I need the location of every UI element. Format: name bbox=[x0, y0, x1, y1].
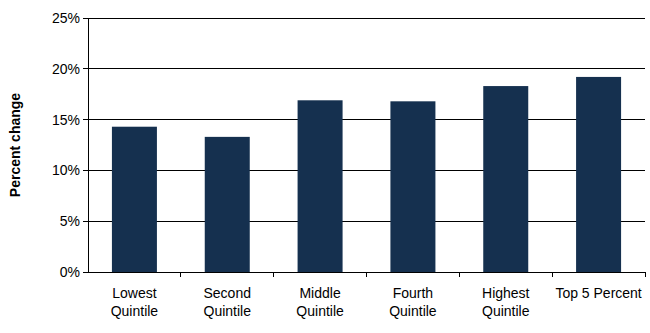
y-tick bbox=[83, 221, 88, 222]
y-tick-label: 10% bbox=[52, 162, 80, 178]
y-tick-label: 0% bbox=[60, 264, 80, 280]
x-tick-label: Lowest Quintile bbox=[111, 285, 159, 319]
y-tick-label: 5% bbox=[60, 213, 80, 229]
y-tick-label: 25% bbox=[52, 10, 80, 26]
x-tick-label: Highest Quintile bbox=[482, 285, 530, 319]
x-tick-label: Middle Quintile bbox=[296, 285, 344, 319]
bar bbox=[576, 77, 621, 272]
label-line: Quintile bbox=[111, 303, 159, 319]
y-tick bbox=[83, 119, 88, 120]
bar bbox=[205, 137, 250, 272]
bar bbox=[390, 101, 435, 272]
x-tick bbox=[459, 272, 460, 277]
y-axis-label: Percent change bbox=[7, 93, 23, 197]
x-tick bbox=[366, 272, 367, 277]
bar bbox=[483, 86, 528, 272]
x-tick-label: Top 5 Percent bbox=[555, 285, 641, 301]
y-tick bbox=[83, 18, 88, 19]
y-axis bbox=[88, 18, 89, 272]
label-line: Second bbox=[204, 285, 251, 301]
x-tick-label: Second Quintile bbox=[204, 285, 252, 319]
label-line: Quintile bbox=[296, 303, 344, 319]
label-line: Middle bbox=[299, 285, 340, 301]
y-tick-label: 20% bbox=[52, 61, 80, 77]
chart: 0% 5% 10% 15% 20% 25% Lowest Quintile Second Quin… bbox=[0, 0, 650, 333]
label-line: Quintile bbox=[482, 303, 530, 319]
x-tick-label: Fourth Quintile bbox=[389, 285, 437, 319]
grid-line bbox=[88, 119, 645, 120]
y-tick bbox=[83, 272, 88, 273]
x-tick bbox=[552, 272, 553, 277]
grid-line bbox=[88, 18, 645, 19]
label-line: Quintile bbox=[204, 303, 252, 319]
label-line: Lowest bbox=[112, 285, 156, 301]
bar bbox=[112, 127, 157, 272]
x-tick bbox=[273, 272, 274, 277]
grid-line bbox=[88, 170, 645, 171]
grid-line bbox=[88, 68, 645, 69]
label-line: Top 5 Percent bbox=[555, 285, 641, 301]
label-line: Quintile bbox=[389, 303, 437, 319]
y-tick bbox=[83, 170, 88, 171]
grid-line bbox=[88, 221, 645, 222]
x-tick bbox=[180, 272, 181, 277]
label-line: Fourth bbox=[393, 285, 433, 301]
y-tick bbox=[83, 68, 88, 69]
label-line: Highest bbox=[482, 285, 530, 301]
y-tick-label: 15% bbox=[52, 112, 80, 128]
x-tick bbox=[645, 272, 646, 277]
bar bbox=[298, 100, 343, 272]
